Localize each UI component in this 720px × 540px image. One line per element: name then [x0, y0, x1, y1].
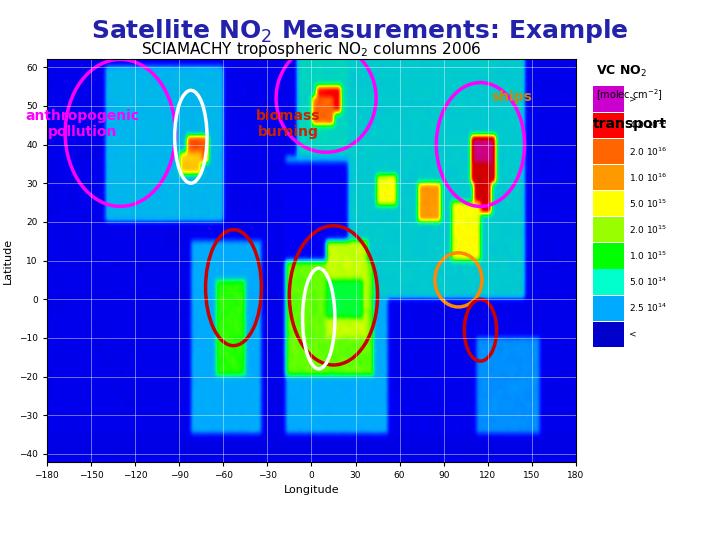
Text: 2.0 10$^{15}$: 2.0 10$^{15}$ — [629, 224, 667, 236]
FancyBboxPatch shape — [593, 243, 624, 268]
Text: [molec cm$^{-2}$]: [molec cm$^{-2}$] — [596, 87, 663, 103]
Text: transport: transport — [593, 117, 667, 131]
Y-axis label: Latitude: Latitude — [3, 238, 13, 284]
FancyBboxPatch shape — [593, 269, 624, 295]
Text: <: < — [629, 330, 637, 339]
FancyBboxPatch shape — [593, 165, 624, 190]
FancyBboxPatch shape — [593, 112, 624, 138]
Text: Nitrogen Oxides in the Troposphere, Andreas Richter, ERCA 2010: Nitrogen Oxides in the Troposphere, Andr… — [9, 517, 370, 526]
Text: biomass
burning: biomass burning — [256, 109, 320, 139]
Text: 1.0 10$^{16}$: 1.0 10$^{16}$ — [629, 171, 668, 184]
FancyBboxPatch shape — [593, 295, 624, 321]
FancyBboxPatch shape — [593, 191, 624, 217]
Text: 5.0 10$^{15}$: 5.0 10$^{15}$ — [629, 198, 667, 210]
FancyBboxPatch shape — [593, 217, 624, 242]
FancyBboxPatch shape — [593, 139, 624, 164]
Text: 22: 22 — [693, 517, 709, 526]
Title: SCIAMACHY tropospheric NO$_2$ columns 2006: SCIAMACHY tropospheric NO$_2$ columns 20… — [141, 40, 482, 59]
Text: 5.0 10$^{14}$: 5.0 10$^{14}$ — [629, 276, 668, 288]
FancyBboxPatch shape — [593, 86, 624, 112]
Text: 2.5 10$^{14}$: 2.5 10$^{14}$ — [629, 302, 668, 314]
Text: 1.0 10$^{15}$: 1.0 10$^{15}$ — [629, 249, 667, 262]
Text: ships: ships — [491, 90, 531, 104]
Text: 2.0 10$^{16}$: 2.0 10$^{16}$ — [629, 145, 668, 158]
Text: anthropogenic
pollution: anthropogenic pollution — [26, 109, 140, 139]
Text: VC NO$_2$: VC NO$_2$ — [596, 63, 647, 78]
X-axis label: Longitude: Longitude — [284, 485, 339, 495]
FancyBboxPatch shape — [593, 322, 624, 347]
Text: 4.0 10$^{16}$: 4.0 10$^{16}$ — [629, 119, 668, 131]
Text: >: > — [629, 94, 637, 104]
Text: Satellite NO$_2$ Measurements: Example: Satellite NO$_2$ Measurements: Example — [91, 17, 629, 45]
